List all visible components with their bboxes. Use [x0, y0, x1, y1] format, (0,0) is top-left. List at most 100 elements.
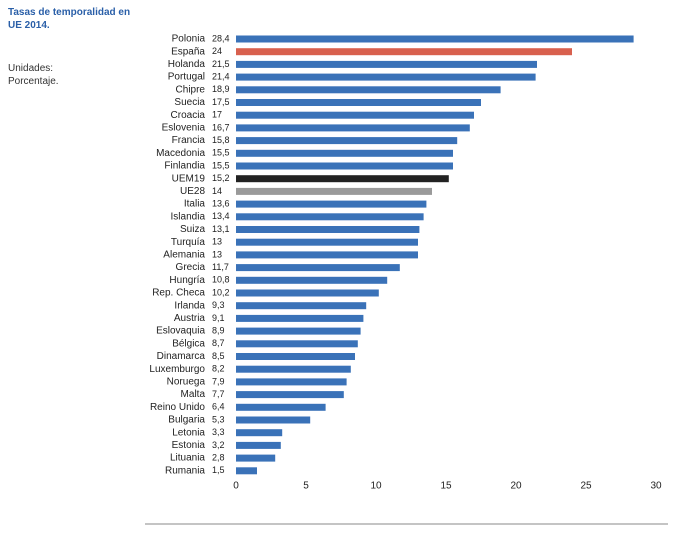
bar: [236, 353, 355, 360]
bar: [236, 416, 311, 424]
x-tick-label: 5: [303, 481, 309, 492]
x-tick-label: 10: [370, 481, 382, 492]
y-tick-label: España: [171, 46, 205, 57]
bar: [236, 111, 474, 119]
value-label: 14: [212, 186, 222, 196]
y-tick-label: Irlanda: [174, 300, 205, 311]
bar: [236, 35, 634, 43]
value-label: 2,8: [212, 452, 225, 462]
bar: [236, 86, 501, 94]
bar: [236, 162, 453, 170]
y-tick-label: Rep. Checa: [152, 288, 205, 299]
y-tick-label: Bulgaria: [168, 415, 205, 426]
bar: [236, 327, 361, 335]
bar: [236, 454, 276, 462]
value-label: 15,5: [212, 160, 230, 170]
bar: [236, 391, 344, 399]
value-label: 13,4: [212, 211, 230, 221]
y-tick-label: Estonia: [172, 440, 206, 451]
value-label: 10,2: [212, 287, 230, 297]
bar: [236, 99, 481, 106]
value-label: 3,2: [212, 440, 225, 450]
y-tick-label: Portugal: [168, 72, 205, 83]
value-label: 16,7: [212, 122, 230, 132]
x-tick-label: 25: [580, 481, 592, 492]
x-tick-label: 20: [510, 481, 522, 492]
y-tick-label: Holanda: [168, 59, 206, 70]
y-tick-label: Hungría: [169, 275, 205, 286]
value-label: 17: [212, 110, 222, 120]
bar: [236, 314, 364, 322]
value-label: 3,3: [212, 427, 225, 437]
value-label: 15,2: [212, 173, 230, 183]
y-tick-label: UE28: [180, 186, 205, 197]
y-tick-label: Rumania: [165, 465, 205, 476]
y-tick-label: Islandia: [171, 211, 206, 222]
y-tick-label: Alemania: [163, 250, 205, 261]
y-tick-label: Letonia: [172, 427, 205, 438]
bar: [236, 251, 418, 259]
y-tick-label: Noruega: [167, 377, 206, 388]
y-tick-label: Polonia: [172, 34, 206, 45]
value-label: 8,2: [212, 364, 225, 374]
bar: [236, 73, 536, 81]
bar: [236, 378, 347, 386]
value-label: 9,1: [212, 313, 225, 323]
x-tick-label: 0: [233, 481, 239, 492]
bar: [236, 124, 470, 132]
value-label: 15,5: [212, 148, 230, 158]
y-tick-label: Bélgica: [172, 338, 205, 349]
y-tick-label: Malta: [181, 389, 206, 400]
value-label: 9,3: [212, 300, 225, 310]
value-label: 1,5: [212, 465, 225, 475]
bar: [236, 340, 358, 348]
y-tick-label: Chipre: [176, 84, 206, 95]
bar: [236, 403, 326, 411]
y-tick-label: Croacia: [171, 110, 206, 121]
value-label: 21,4: [212, 71, 230, 81]
y-tick-label: UEM19: [172, 173, 206, 184]
value-label: 18,9: [212, 84, 230, 94]
bar: [236, 187, 432, 195]
y-tick-label: Grecia: [176, 262, 206, 273]
y-tick-label: Reino Unido: [150, 402, 205, 413]
bar: [236, 48, 572, 56]
value-label: 13: [212, 237, 222, 247]
bar: [236, 226, 420, 233]
value-label: 11,7: [212, 262, 229, 272]
units-note: Unidades: Porcentaje.: [8, 63, 59, 87]
value-label: 8,9: [212, 325, 225, 335]
bar: [236, 467, 257, 475]
bar: [236, 200, 427, 208]
y-tick-label: Eslovenia: [162, 123, 206, 134]
y-tick-label: Turquía: [171, 237, 206, 248]
y-tick-label: Francia: [172, 135, 206, 146]
y-tick-label: Suecia: [174, 97, 205, 108]
bar: [236, 302, 367, 310]
bar: [236, 429, 283, 437]
value-label: 13: [212, 249, 222, 259]
value-label: 17,5: [212, 97, 230, 107]
value-label: 10,8: [212, 275, 230, 285]
y-tick-label: Macedonia: [156, 148, 205, 159]
bar: [236, 289, 379, 297]
y-tick-label: Lituania: [170, 453, 205, 464]
bar: [236, 365, 351, 373]
bar: [236, 441, 281, 449]
bar: [236, 60, 537, 68]
value-label: 8,5: [212, 351, 225, 361]
x-tick-label: 30: [650, 481, 662, 492]
chart-title: Tasas de temporalidad en UE 2014.: [8, 7, 131, 31]
value-label: 13,1: [212, 224, 230, 234]
bar: [236, 213, 424, 221]
y-tick-label: Dinamarca: [157, 351, 206, 362]
value-label: 5,3: [212, 414, 225, 424]
value-label: 7,7: [212, 389, 225, 399]
value-label: 13,6: [212, 198, 230, 208]
value-label: 15,8: [212, 135, 230, 145]
bar: [236, 137, 458, 145]
bar: [236, 264, 400, 272]
y-tick-label: Luxemburgo: [149, 364, 205, 375]
